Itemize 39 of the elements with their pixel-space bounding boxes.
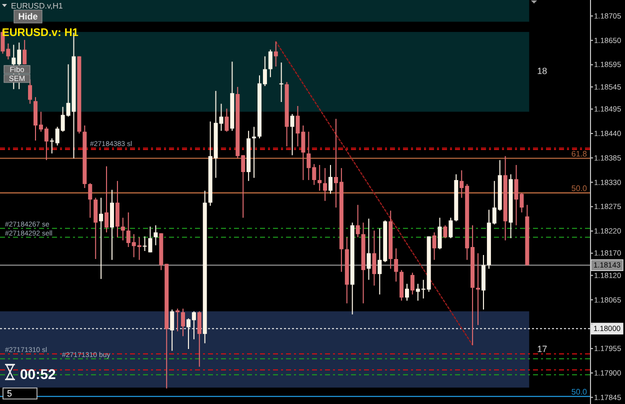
candlestick — [318, 164, 322, 192]
candlestick — [279, 62, 284, 102]
annotation: 50.0 — [571, 184, 588, 193]
candlestick — [372, 230, 376, 286]
candlestick — [197, 310, 202, 368]
annotation: 5 — [7, 388, 12, 398]
candlestick — [438, 217, 442, 250]
candlestick — [88, 182, 92, 218]
candlestick — [99, 197, 104, 280]
candlestick — [356, 204, 360, 238]
candlestick — [404, 283, 409, 302]
candlestick — [443, 224, 448, 239]
band-label: 17 — [537, 344, 548, 354]
candlestick — [94, 197, 98, 260]
candlestick — [290, 113, 294, 156]
band-label: 18 — [537, 66, 548, 76]
candlestick — [120, 217, 125, 241]
candlestick — [410, 272, 414, 295]
candlestick — [252, 126, 256, 178]
annotation: Hide — [18, 12, 38, 22]
candlestick — [224, 108, 229, 132]
annotation: 50.0 — [571, 387, 588, 396]
candlestick — [394, 248, 398, 282]
candlestick — [104, 166, 109, 233]
annotation: 61.8 — [571, 149, 588, 158]
chart-subtitle: EURUSD.v,H1 — [11, 2, 64, 10]
candlestick — [115, 180, 120, 238]
candlestick — [154, 224, 158, 246]
candlestick — [274, 41, 278, 68]
candlestick — [432, 232, 436, 260]
candlestick — [22, 39, 27, 65]
candlestick — [170, 309, 174, 352]
candlestick — [181, 308, 186, 337]
candlestick — [268, 49, 272, 78]
candlestick — [366, 218, 371, 280]
candlestick — [328, 164, 333, 194]
annotation: 00:52 — [20, 366, 56, 382]
candlestick — [448, 217, 453, 239]
candlestick — [323, 168, 328, 202]
